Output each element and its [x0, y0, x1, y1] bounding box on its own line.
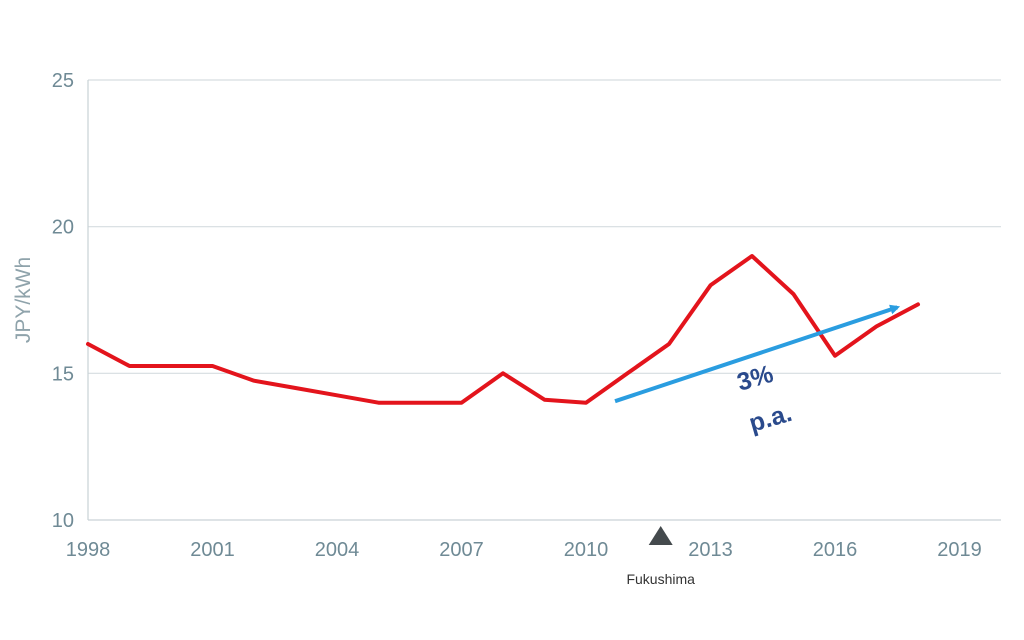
x-tick-label: 2016 [813, 539, 858, 561]
trend-layer [614, 304, 901, 404]
x-tick-labels: 1998 2001 2004 2007 2010 2013 2016 2019 [66, 539, 982, 561]
y-tick-label: 15 [52, 363, 74, 385]
x-tick-label: 2001 [190, 539, 235, 561]
x-tick-label: 2010 [564, 539, 609, 561]
x-tick-label: 2004 [315, 539, 360, 561]
grid [88, 79, 1001, 374]
axes [87, 80, 1001, 521]
y-axis-label: JPY/kWh [12, 257, 35, 343]
trend-label-rate: 3% [734, 360, 776, 397]
trend-label-pa: p.a. [746, 399, 795, 438]
series-line-0 [86, 254, 920, 405]
x-tick-label: 1998 [66, 539, 111, 561]
event-triangle-icon [648, 526, 673, 545]
x-tick-label: 2019 [937, 539, 982, 561]
trend-arrow [614, 304, 901, 404]
y-tick-labels: 10 15 20 25 [52, 70, 74, 532]
y-tick-label: 10 [52, 510, 74, 532]
event-label: Fukushima [626, 571, 695, 587]
y-tick-label: 25 [52, 70, 74, 92]
y-tick-label: 20 [52, 217, 74, 239]
series-layer [86, 254, 920, 405]
x-tick-label: 2007 [439, 539, 484, 561]
event-marker [648, 526, 673, 545]
x-tick-label: 2013 [688, 539, 733, 561]
